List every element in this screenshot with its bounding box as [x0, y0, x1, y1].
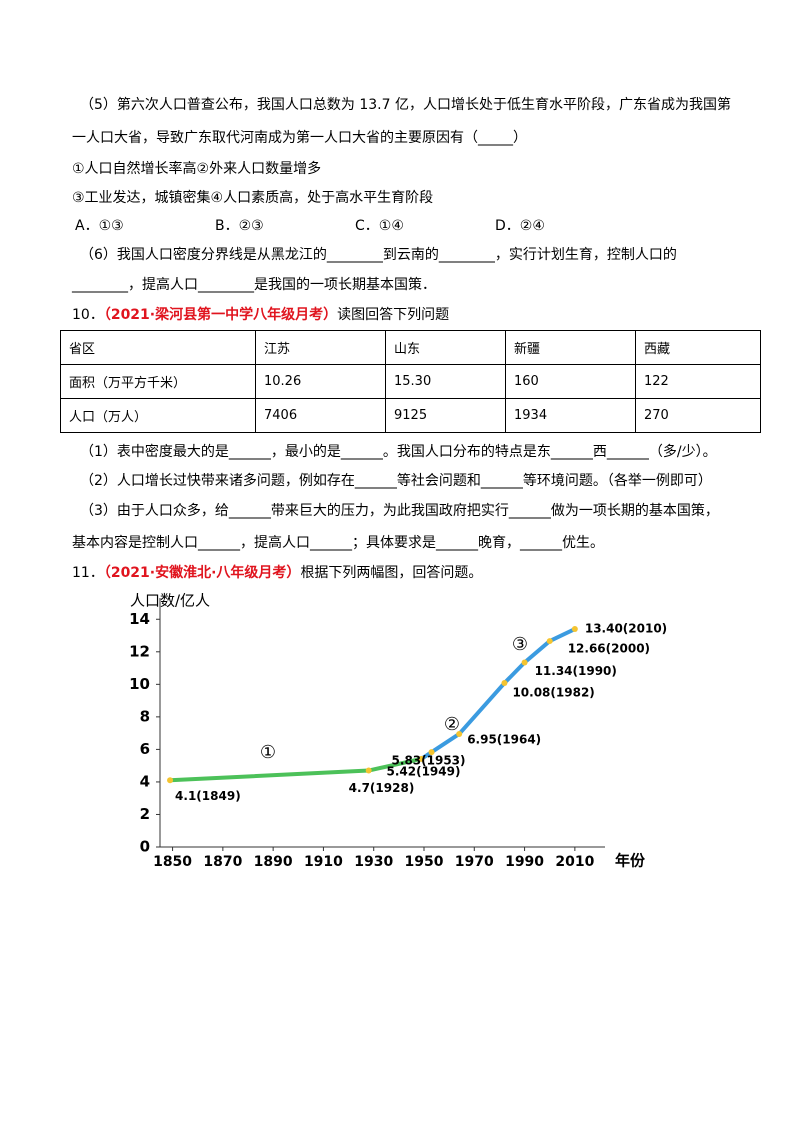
text-line: （1）表中密度最大的是______，最小的是______。我国人口分布的特点是东… [80, 444, 717, 460]
data-point [418, 755, 425, 762]
value-label: 4.7(1928) [349, 781, 415, 795]
value-label: 4.1(1849) [175, 789, 241, 803]
text-line: 一人口大省，导致广东取代河南成为第一人口大省的主要原因有（_____） [72, 130, 527, 146]
text-line: 基本内容是控制人口______，提高人口______；具体要求是______晚育… [72, 535, 604, 551]
question-header: 11．（2021·安徽淮北·八年级月考）根据下列两幅图，回答问题。 [72, 564, 482, 582]
option: C．①④ [355, 218, 404, 234]
data-point [521, 659, 528, 666]
number: 10． [72, 307, 104, 323]
option: A．①③ [75, 218, 124, 234]
data-point [365, 767, 372, 774]
cell: 江苏 [255, 330, 386, 365]
text: 读图回答下列问题 [337, 307, 450, 323]
option: B．②③ [215, 218, 264, 234]
y-tick-label: 2 [140, 805, 150, 823]
x-tick-label: 1990 [505, 854, 544, 870]
data-point [546, 638, 553, 645]
y-tick-label: 14 [129, 610, 150, 628]
value-label: 11.34(1990) [535, 664, 617, 678]
question-header: 10．（2021·梁河县第一中学八年级月考）读图回答下列问题 [72, 306, 449, 324]
annotation: ③ [512, 634, 528, 655]
y-tick-label: 6 [140, 740, 150, 758]
y-axis-title: 人口数/亿人 [130, 592, 210, 610]
data-point [167, 777, 174, 784]
cell: 人口（万人） [60, 398, 256, 433]
option: D．②④ [495, 218, 545, 234]
x-tick-label: 1890 [254, 854, 293, 870]
x-tick-label: 1910 [304, 854, 343, 870]
cell: 122 [635, 364, 761, 399]
annotation: ① [260, 742, 276, 763]
x-axis-title: 年份 [615, 852, 646, 870]
x-tick-label: 1930 [354, 854, 393, 870]
cell: 省区 [60, 330, 256, 365]
cell: 新疆 [505, 330, 636, 365]
cell: 1934 [505, 398, 636, 433]
text-line: ________，提高人口________是我国的一项长期基本国策． [72, 277, 436, 293]
data-line [169, 756, 422, 783]
x-tick-label: 1950 [405, 854, 444, 870]
cell: 7406 [255, 398, 386, 433]
data-point [428, 749, 435, 756]
source: （2021·梁河县第一中学八年级月考） [103, 307, 338, 323]
data-point [571, 626, 578, 633]
cell: 西藏 [635, 330, 761, 365]
value-label: 5.42(1949) [386, 764, 460, 778]
value-label: 6.95(1964) [467, 732, 541, 746]
x-tick-label: 1870 [203, 854, 242, 870]
text: 根据下列两幅图，回答问题。 [300, 565, 483, 581]
x-tick-label: 1850 [153, 854, 192, 870]
cell: 270 [635, 398, 761, 433]
y-tick-label: 12 [129, 642, 150, 660]
text-line: ①人口自然增长率高②外来人口数量增多 [72, 161, 322, 177]
data-point [501, 680, 508, 687]
y-tick-label: 8 [140, 707, 150, 725]
y-tick-label: 10 [129, 675, 150, 693]
annotation: ② [444, 714, 460, 735]
data-point [456, 730, 463, 737]
x-tick-label: 2010 [555, 854, 594, 870]
text-line: （3）由于人口众多，给______带来巨大的压力，为此我国政府把实行______… [80, 503, 719, 519]
value-label: 12.66(2000) [568, 642, 650, 656]
value-label: 5.83(1953) [392, 754, 466, 768]
source: （2021·安徽淮北·八年级月考） [103, 565, 301, 581]
cell: 山东 [385, 330, 506, 365]
value-label: 13.40(2010) [585, 622, 667, 636]
x-tick-label: 1970 [455, 854, 494, 870]
cell: 面积（万平方千米） [60, 364, 256, 399]
data-table: 省区 江苏 山东 新疆 西藏 面积（万平方千米） 10.26 15.30 160 122 人口（… [60, 330, 761, 433]
cell: 10.26 [255, 364, 386, 399]
text-line: （5）第六次人口普查公布，我国人口总数为 13.7 亿，人口增长处于低生育水平阶… [80, 97, 731, 113]
y-tick-label: 0 [140, 838, 150, 856]
number: 11． [72, 565, 104, 581]
text-line: （6）我国人口密度分界线是从黑龙江的________到云南的________，实… [80, 247, 677, 263]
value-label: 10.08(1982) [512, 686, 594, 700]
y-tick-label: 4 [140, 772, 150, 790]
cell: 15.30 [385, 364, 506, 399]
cell: 9125 [385, 398, 506, 433]
text-line: ③工业发达，城镇密集④人口素质高，处于高水平生育阶段 [72, 190, 434, 206]
text-line: （2）人口增长过快带来诸多问题，例如存在______等社会问题和______等环… [80, 473, 712, 489]
